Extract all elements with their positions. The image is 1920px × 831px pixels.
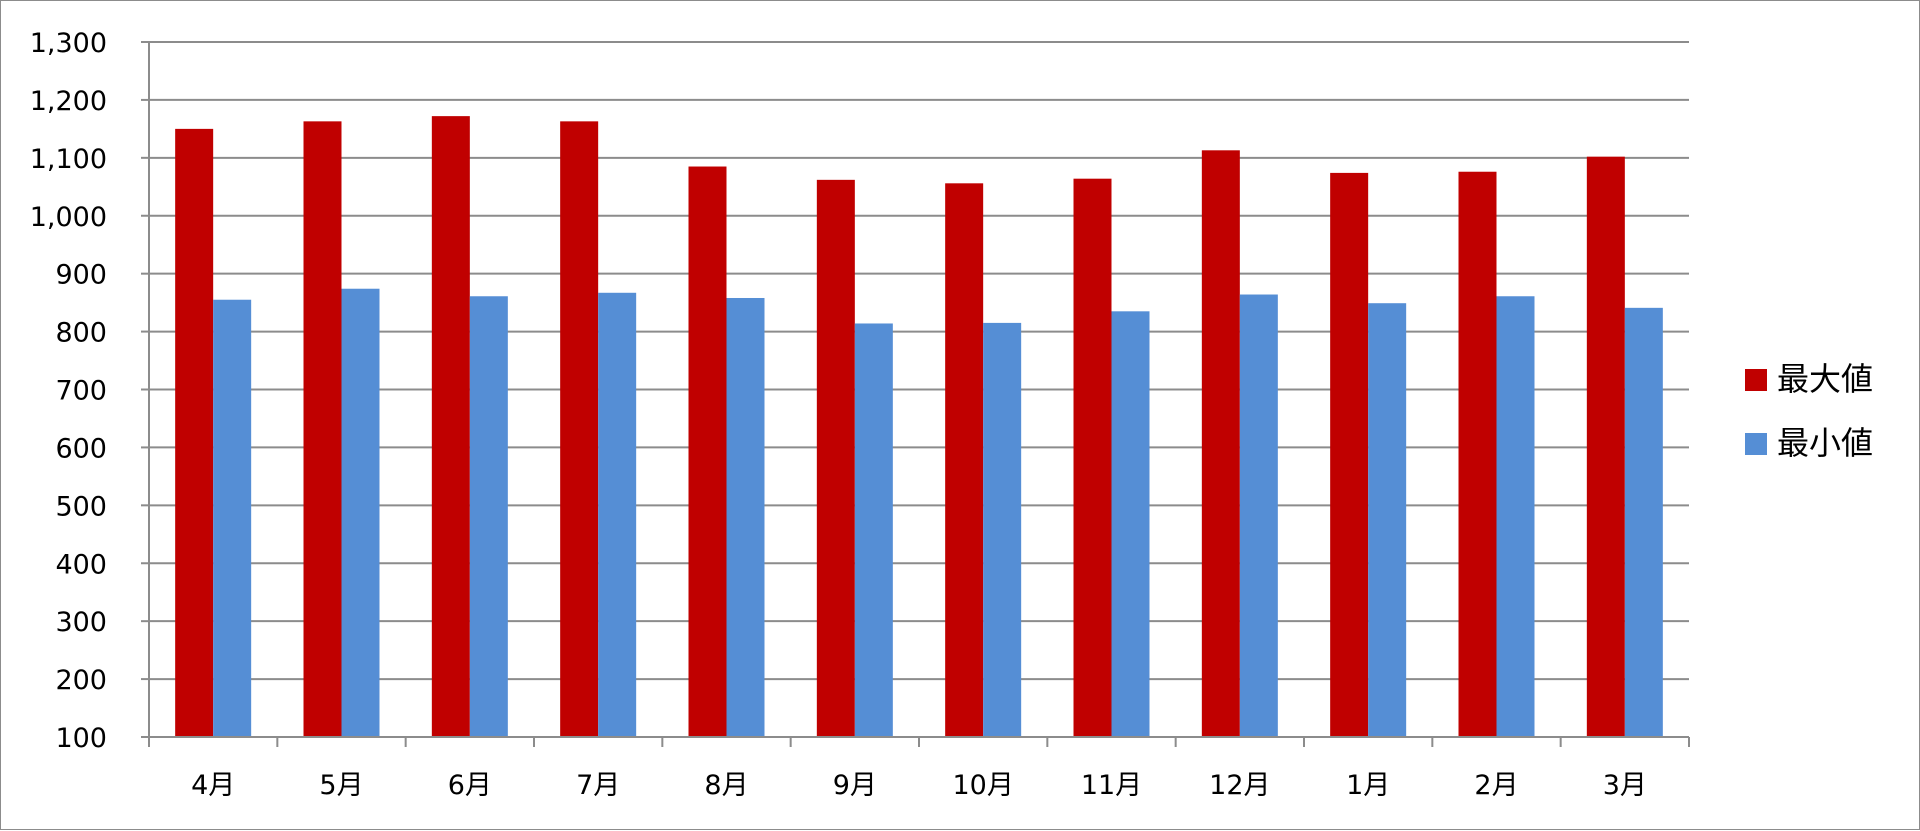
legend-label: 最小値 (1777, 424, 1873, 462)
y-tick-label: 100 (55, 723, 107, 754)
y-tick-label: 300 (55, 607, 107, 638)
y-tick-label: 200 (55, 665, 107, 696)
x-tick-label: 11月 (1081, 770, 1142, 801)
y-tick-label: 400 (55, 549, 107, 580)
axes (141, 41, 1690, 747)
y-tick-label: 500 (55, 491, 107, 522)
x-tick-label: 12月 (1209, 770, 1270, 801)
legend-label: 最大値 (1777, 360, 1873, 398)
bar-min (854, 323, 893, 737)
bar-min (1496, 296, 1535, 737)
bar-max (1458, 171, 1497, 737)
bar-min (1111, 311, 1150, 737)
bar-min (598, 292, 637, 737)
y-tick-label: 1,100 (30, 144, 107, 175)
y-tick-labels: 100 200 300 400 500 600 700 800 900 1,000 1,100 1,2… (30, 28, 107, 754)
bar-min (1624, 307, 1663, 737)
bar-max (431, 116, 470, 738)
y-tick-label: 1,200 (30, 86, 107, 117)
bar-min (213, 299, 252, 737)
x-tick-label: 1月 (1346, 770, 1390, 801)
x-tick-label: 4月 (191, 770, 235, 801)
bar-max (303, 121, 342, 738)
bars (175, 116, 1663, 738)
x-tick-labels: 4月 5月 6月 7月 8月 9月 10月 11月 12月 1月 2月 3月 (191, 770, 1647, 801)
bar-min (983, 322, 1022, 737)
bar-max (1586, 156, 1625, 738)
gridlines (149, 41, 1689, 681)
y-tick-label: 1,000 (30, 202, 107, 233)
bar-max (1073, 178, 1112, 737)
bar-max (560, 121, 599, 738)
bar-min (341, 288, 380, 737)
bar-max (816, 179, 855, 737)
x-tick-label: 2月 (1474, 770, 1518, 801)
y-tick-label: 900 (55, 260, 107, 291)
bar-max (1201, 150, 1240, 737)
bar-min (1239, 294, 1278, 737)
x-tick-label: 7月 (576, 770, 620, 801)
x-tick-label: 3月 (1603, 770, 1647, 801)
y-tick-label: 1,300 (30, 28, 107, 59)
x-tick-label: 8月 (704, 770, 748, 801)
x-tick-label: 10月 (952, 770, 1013, 801)
bar-max (945, 183, 984, 738)
y-tick-label: 800 (55, 318, 107, 349)
legend-swatch (1745, 433, 1767, 455)
y-tick-label: 600 (55, 433, 107, 464)
bar-min (469, 296, 508, 737)
x-tick-label: 5月 (319, 770, 363, 801)
bar-max (688, 166, 727, 738)
bar-min (726, 297, 765, 737)
legend-swatch (1745, 369, 1767, 391)
x-tick-label: 6月 (448, 770, 492, 801)
x-tick-label: 9月 (833, 770, 877, 801)
bar-min (1368, 303, 1407, 737)
bar-max (1330, 172, 1369, 737)
y-tick-label: 700 (55, 376, 107, 407)
bar-max (175, 128, 214, 737)
